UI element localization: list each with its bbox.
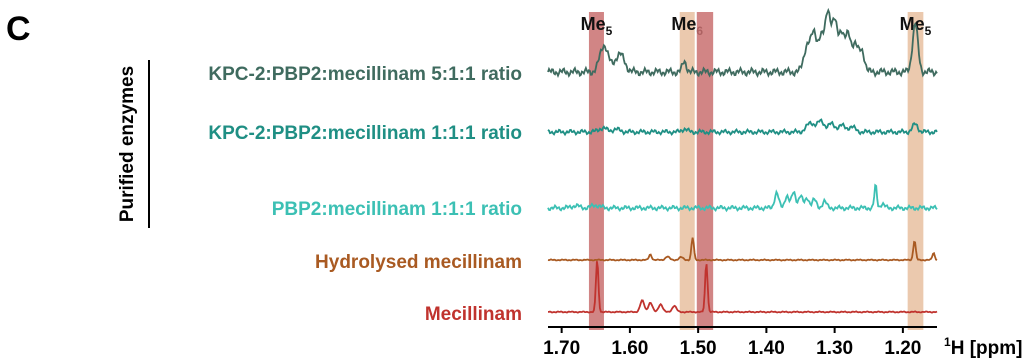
x-tick-label: 1.20 xyxy=(884,338,921,358)
spectrum-line xyxy=(547,118,938,137)
highlight-band xyxy=(696,12,714,330)
series-label: PBP2:mecillinam 1:1:1 ratio xyxy=(272,199,522,220)
x-tick-label: 1.50 xyxy=(680,338,717,358)
x-axis: 1H [ppm] 1.70 1.60 1.50 1.40 1.30 1.20 xyxy=(543,326,1022,358)
x-tick-label: 1.60 xyxy=(611,338,648,358)
spectrum-line xyxy=(547,183,938,213)
highlight-label: Me5 xyxy=(581,14,613,38)
spectrum-line xyxy=(547,237,938,262)
highlight-label-sub: 5 xyxy=(606,24,613,38)
x-axis-title: 1H [ppm] xyxy=(944,335,1022,358)
x-tick-label: 1.40 xyxy=(748,338,785,358)
x-axis-title-sup: 1 xyxy=(944,335,951,349)
x-tick-label: 1.30 xyxy=(816,338,853,358)
highlight-label-base: Me xyxy=(671,14,696,34)
highlight-band xyxy=(588,12,604,330)
spectrum-line xyxy=(547,7,938,79)
highlight-regions: Me5Me6Me5 xyxy=(581,12,932,330)
spectra xyxy=(547,7,938,314)
series-label: Mecillinam xyxy=(425,304,522,325)
series-label: KPC-2:PBP2:mecillinam 5:1:1 ratio xyxy=(208,64,522,85)
highlight-band xyxy=(679,12,695,330)
highlight-label-sub: 5 xyxy=(925,24,932,38)
panel-label: C xyxy=(6,10,31,48)
highlight-label-base: Me xyxy=(900,14,925,34)
series-labels: KPC-2:PBP2:mecillinam 5:1:1 ratio KPC-2:P… xyxy=(208,64,522,325)
series-label: Hydrolysed mecillinam xyxy=(315,252,522,273)
group-label: Purified enzymes xyxy=(117,66,138,222)
spectrum-line xyxy=(548,261,938,314)
x-tick-label: 1.70 xyxy=(543,338,580,358)
series-label: KPC-2:PBP2:mecillinam 1:1:1 ratio xyxy=(208,123,522,144)
highlight-label-base: Me xyxy=(581,14,606,34)
group-bracket: Purified enzymes xyxy=(117,60,150,228)
highlight-band xyxy=(907,12,924,330)
x-axis-title-text: H [ppm] xyxy=(951,338,1023,358)
highlight-label: Me5 xyxy=(900,14,932,38)
